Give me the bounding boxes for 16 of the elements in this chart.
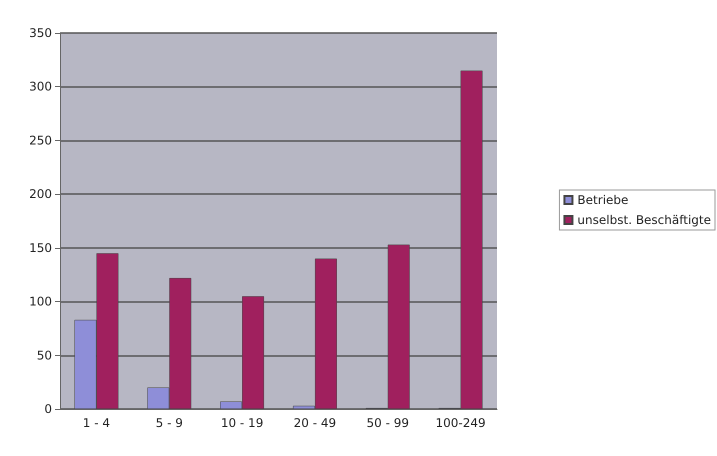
legend-label: Betriebe	[577, 193, 628, 207]
y-tick-label: 300	[29, 80, 52, 94]
y-tick-label: 50	[36, 348, 52, 362]
x-tick-label: 50 - 99	[366, 416, 409, 430]
y-tick-label: 100	[29, 294, 52, 309]
x-tick-label: 100-249	[436, 416, 486, 430]
x-tick-label: 20 - 49	[294, 416, 336, 430]
y-tick-label: 250	[29, 133, 52, 148]
y-tick-label: 350	[29, 26, 52, 40]
y-tick-label: 200	[29, 187, 52, 202]
x-tick-label: 10 - 19	[220, 416, 264, 430]
y-tick-label: 150	[29, 240, 52, 255]
y-tick-label: 0	[44, 402, 52, 416]
x-tick-label: 1 - 4	[82, 416, 110, 430]
legend-label: unselbst. Beschäftigte	[577, 213, 712, 227]
x-tick-label: 5 - 9	[156, 416, 183, 430]
